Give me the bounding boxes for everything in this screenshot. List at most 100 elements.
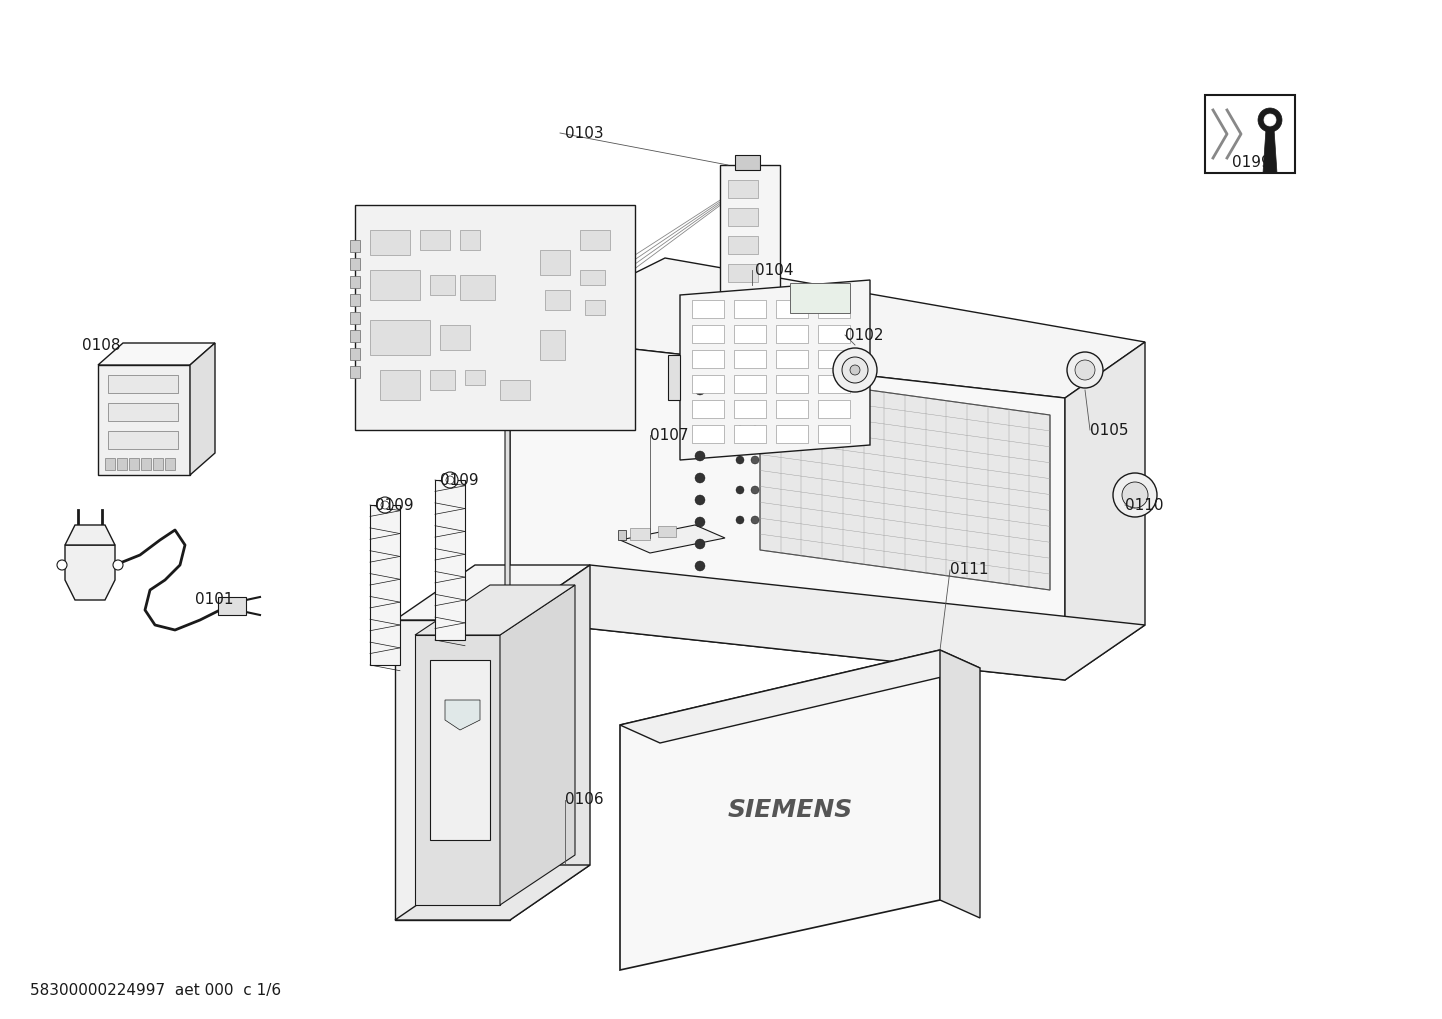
Bar — [734, 300, 766, 318]
Bar — [153, 458, 163, 470]
Text: 0103: 0103 — [565, 125, 604, 141]
Circle shape — [112, 560, 123, 570]
Bar — [141, 458, 151, 470]
Bar — [350, 366, 360, 378]
Polygon shape — [500, 585, 575, 905]
Circle shape — [695, 385, 705, 395]
Bar — [164, 458, 174, 470]
Bar — [728, 264, 758, 282]
Bar — [728, 236, 758, 254]
Bar — [776, 400, 808, 418]
Bar — [580, 270, 606, 285]
Text: 0108: 0108 — [82, 337, 121, 353]
Bar — [818, 375, 849, 393]
Polygon shape — [98, 343, 215, 365]
Polygon shape — [65, 525, 115, 545]
Bar — [1206, 95, 1295, 173]
Bar — [371, 270, 420, 300]
Bar — [545, 290, 570, 310]
Circle shape — [751, 426, 758, 434]
Bar — [668, 355, 681, 400]
Circle shape — [376, 497, 394, 513]
Bar — [585, 300, 606, 315]
Text: 0101: 0101 — [195, 592, 234, 607]
Polygon shape — [620, 650, 940, 970]
Polygon shape — [371, 505, 399, 665]
Text: 0110: 0110 — [1125, 497, 1164, 513]
Bar — [728, 180, 758, 198]
Bar — [790, 283, 849, 313]
Circle shape — [735, 486, 744, 494]
Bar — [692, 375, 724, 393]
Bar — [692, 325, 724, 343]
Text: 0107: 0107 — [650, 428, 688, 442]
Circle shape — [1067, 352, 1103, 388]
Circle shape — [735, 516, 744, 524]
Polygon shape — [395, 565, 590, 620]
Bar — [619, 530, 626, 540]
Bar — [117, 458, 127, 470]
Polygon shape — [415, 585, 575, 635]
Text: 0109: 0109 — [375, 497, 414, 513]
Polygon shape — [505, 335, 510, 620]
Bar — [776, 425, 808, 443]
Text: SIEMENS: SIEMENS — [727, 798, 852, 822]
Text: 0105: 0105 — [1090, 423, 1129, 437]
Circle shape — [381, 501, 389, 510]
Bar — [381, 370, 420, 400]
Bar — [734, 425, 766, 443]
Circle shape — [446, 476, 454, 484]
Bar — [350, 258, 360, 270]
Circle shape — [751, 486, 758, 494]
Circle shape — [1257, 108, 1282, 132]
Bar — [818, 300, 849, 318]
Circle shape — [1074, 360, 1094, 380]
Bar — [734, 400, 766, 418]
Circle shape — [842, 357, 868, 383]
Text: 58300000224997  aet 000  c 1/6: 58300000224997 aet 000 c 1/6 — [30, 982, 281, 998]
Bar — [818, 350, 849, 368]
Bar — [818, 325, 849, 343]
Circle shape — [695, 539, 705, 549]
Circle shape — [751, 455, 758, 464]
Bar — [350, 294, 360, 306]
Bar — [692, 400, 724, 418]
Polygon shape — [1066, 342, 1145, 680]
Polygon shape — [65, 545, 115, 600]
Circle shape — [695, 495, 705, 505]
Circle shape — [735, 455, 744, 464]
Bar — [105, 458, 115, 470]
Polygon shape — [510, 565, 590, 920]
Bar — [776, 350, 808, 368]
Circle shape — [443, 472, 459, 488]
Bar — [818, 425, 849, 443]
Bar — [776, 300, 808, 318]
Bar — [734, 325, 766, 343]
Bar — [371, 320, 430, 355]
Bar — [728, 208, 758, 226]
Bar — [350, 330, 360, 342]
Polygon shape — [415, 635, 500, 905]
Bar — [350, 276, 360, 288]
Polygon shape — [940, 650, 981, 918]
Circle shape — [833, 348, 877, 392]
Bar — [218, 597, 247, 615]
Bar — [692, 350, 724, 368]
Text: 0109: 0109 — [440, 473, 479, 487]
Polygon shape — [395, 620, 510, 920]
Polygon shape — [446, 700, 480, 730]
Circle shape — [1122, 482, 1148, 508]
Bar — [108, 431, 177, 449]
Polygon shape — [395, 865, 590, 920]
Bar — [420, 230, 450, 250]
Polygon shape — [355, 205, 634, 430]
Bar — [128, 458, 138, 470]
Bar — [430, 275, 456, 294]
Bar — [658, 526, 676, 537]
Text: 0106: 0106 — [565, 793, 604, 807]
Bar — [430, 370, 456, 390]
Bar — [776, 375, 808, 393]
Polygon shape — [681, 280, 870, 460]
Text: 0111: 0111 — [950, 562, 989, 578]
Circle shape — [1265, 114, 1276, 126]
